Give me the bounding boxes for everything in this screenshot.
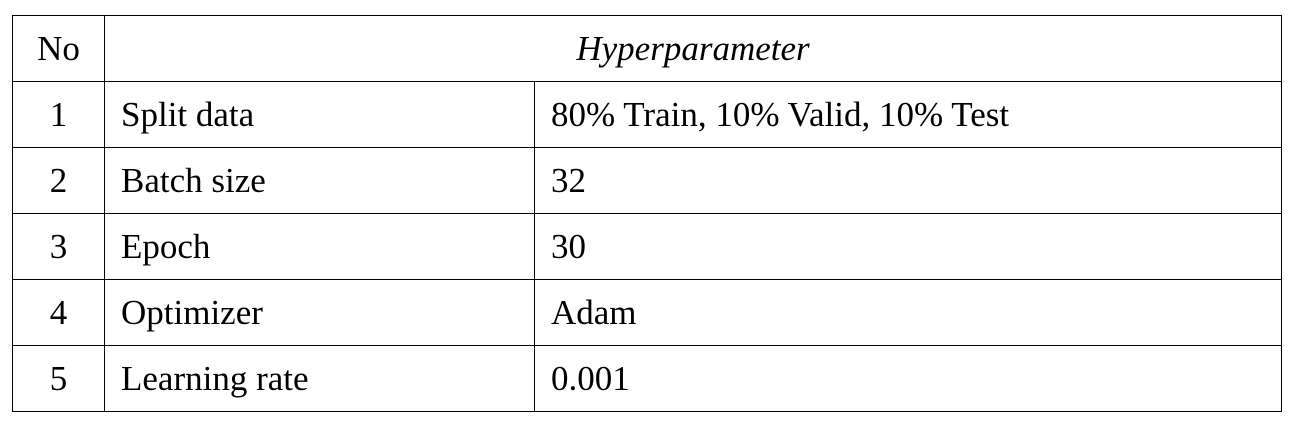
row-number: 2 xyxy=(12,147,105,214)
table-row: 3 Epoch 30 xyxy=(12,213,1282,280)
row-number: 4 xyxy=(12,279,105,346)
table-row: 5 Learning rate 0.001 xyxy=(12,345,1282,412)
row-number: 5 xyxy=(12,345,105,412)
hyperparameter-value: 0.001 xyxy=(534,345,1282,412)
row-number: 1 xyxy=(12,81,105,148)
table-row: 1 Split data 80% Train, 10% Valid, 10% T… xyxy=(12,81,1282,148)
table-row: 4 Optimizer Adam xyxy=(12,279,1282,346)
header-hyperparameter: Hyperparameter xyxy=(104,15,1282,82)
hyperparameter-value: Adam xyxy=(534,279,1282,346)
hyperparameter-value: 80% Train, 10% Valid, 10% Test xyxy=(534,81,1282,148)
hyperparameter-name: Optimizer xyxy=(104,279,535,346)
hyperparameter-name: Epoch xyxy=(104,213,535,280)
hyperparameter-name: Batch size xyxy=(104,147,535,214)
table-row: 2 Batch size 32 xyxy=(12,147,1282,214)
hyperparameter-name: Learning rate xyxy=(104,345,535,412)
row-number: 3 xyxy=(12,213,105,280)
table-header-row: No Hyperparameter xyxy=(12,15,1282,82)
hyperparameter-value: 32 xyxy=(534,147,1282,214)
hyperparameter-name: Split data xyxy=(104,81,535,148)
hyperparameter-table: No Hyperparameter 1 Split data 80% Train… xyxy=(12,15,1282,412)
header-no: No xyxy=(12,15,105,82)
hyperparameter-value: 30 xyxy=(534,213,1282,280)
hyperparameter-table-container: No Hyperparameter 1 Split data 80% Train… xyxy=(12,15,1282,412)
